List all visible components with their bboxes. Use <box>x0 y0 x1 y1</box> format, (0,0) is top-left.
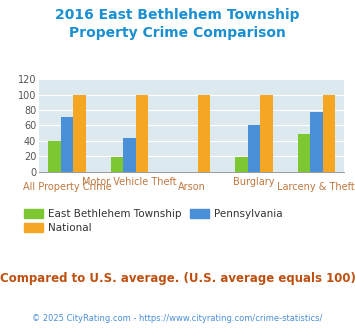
Text: Arson: Arson <box>178 182 206 192</box>
Bar <box>323 95 335 172</box>
Bar <box>73 95 86 172</box>
Text: Larceny & Theft: Larceny & Theft <box>278 182 355 192</box>
Bar <box>297 134 310 172</box>
Bar <box>123 138 136 172</box>
Bar <box>235 157 248 172</box>
Bar <box>111 157 123 172</box>
Bar <box>248 125 260 172</box>
Legend: East Bethlehem Township, National, Pennsylvania: East Bethlehem Township, National, Penns… <box>20 205 286 238</box>
Text: Motor Vehicle Theft: Motor Vehicle Theft <box>82 177 177 187</box>
Bar <box>136 95 148 172</box>
Text: All Property Crime: All Property Crime <box>23 182 111 192</box>
Bar <box>198 95 211 172</box>
Text: Compared to U.S. average. (U.S. average equals 100): Compared to U.S. average. (U.S. average … <box>0 272 355 285</box>
Bar <box>48 141 61 172</box>
Text: Burglary: Burglary <box>233 177 275 187</box>
Bar <box>260 95 273 172</box>
Bar <box>61 117 73 172</box>
Bar <box>310 112 323 172</box>
Text: 2016 East Bethlehem Township
Property Crime Comparison: 2016 East Bethlehem Township Property Cr… <box>55 8 300 40</box>
Text: © 2025 CityRating.com - https://www.cityrating.com/crime-statistics/: © 2025 CityRating.com - https://www.city… <box>32 314 323 323</box>
